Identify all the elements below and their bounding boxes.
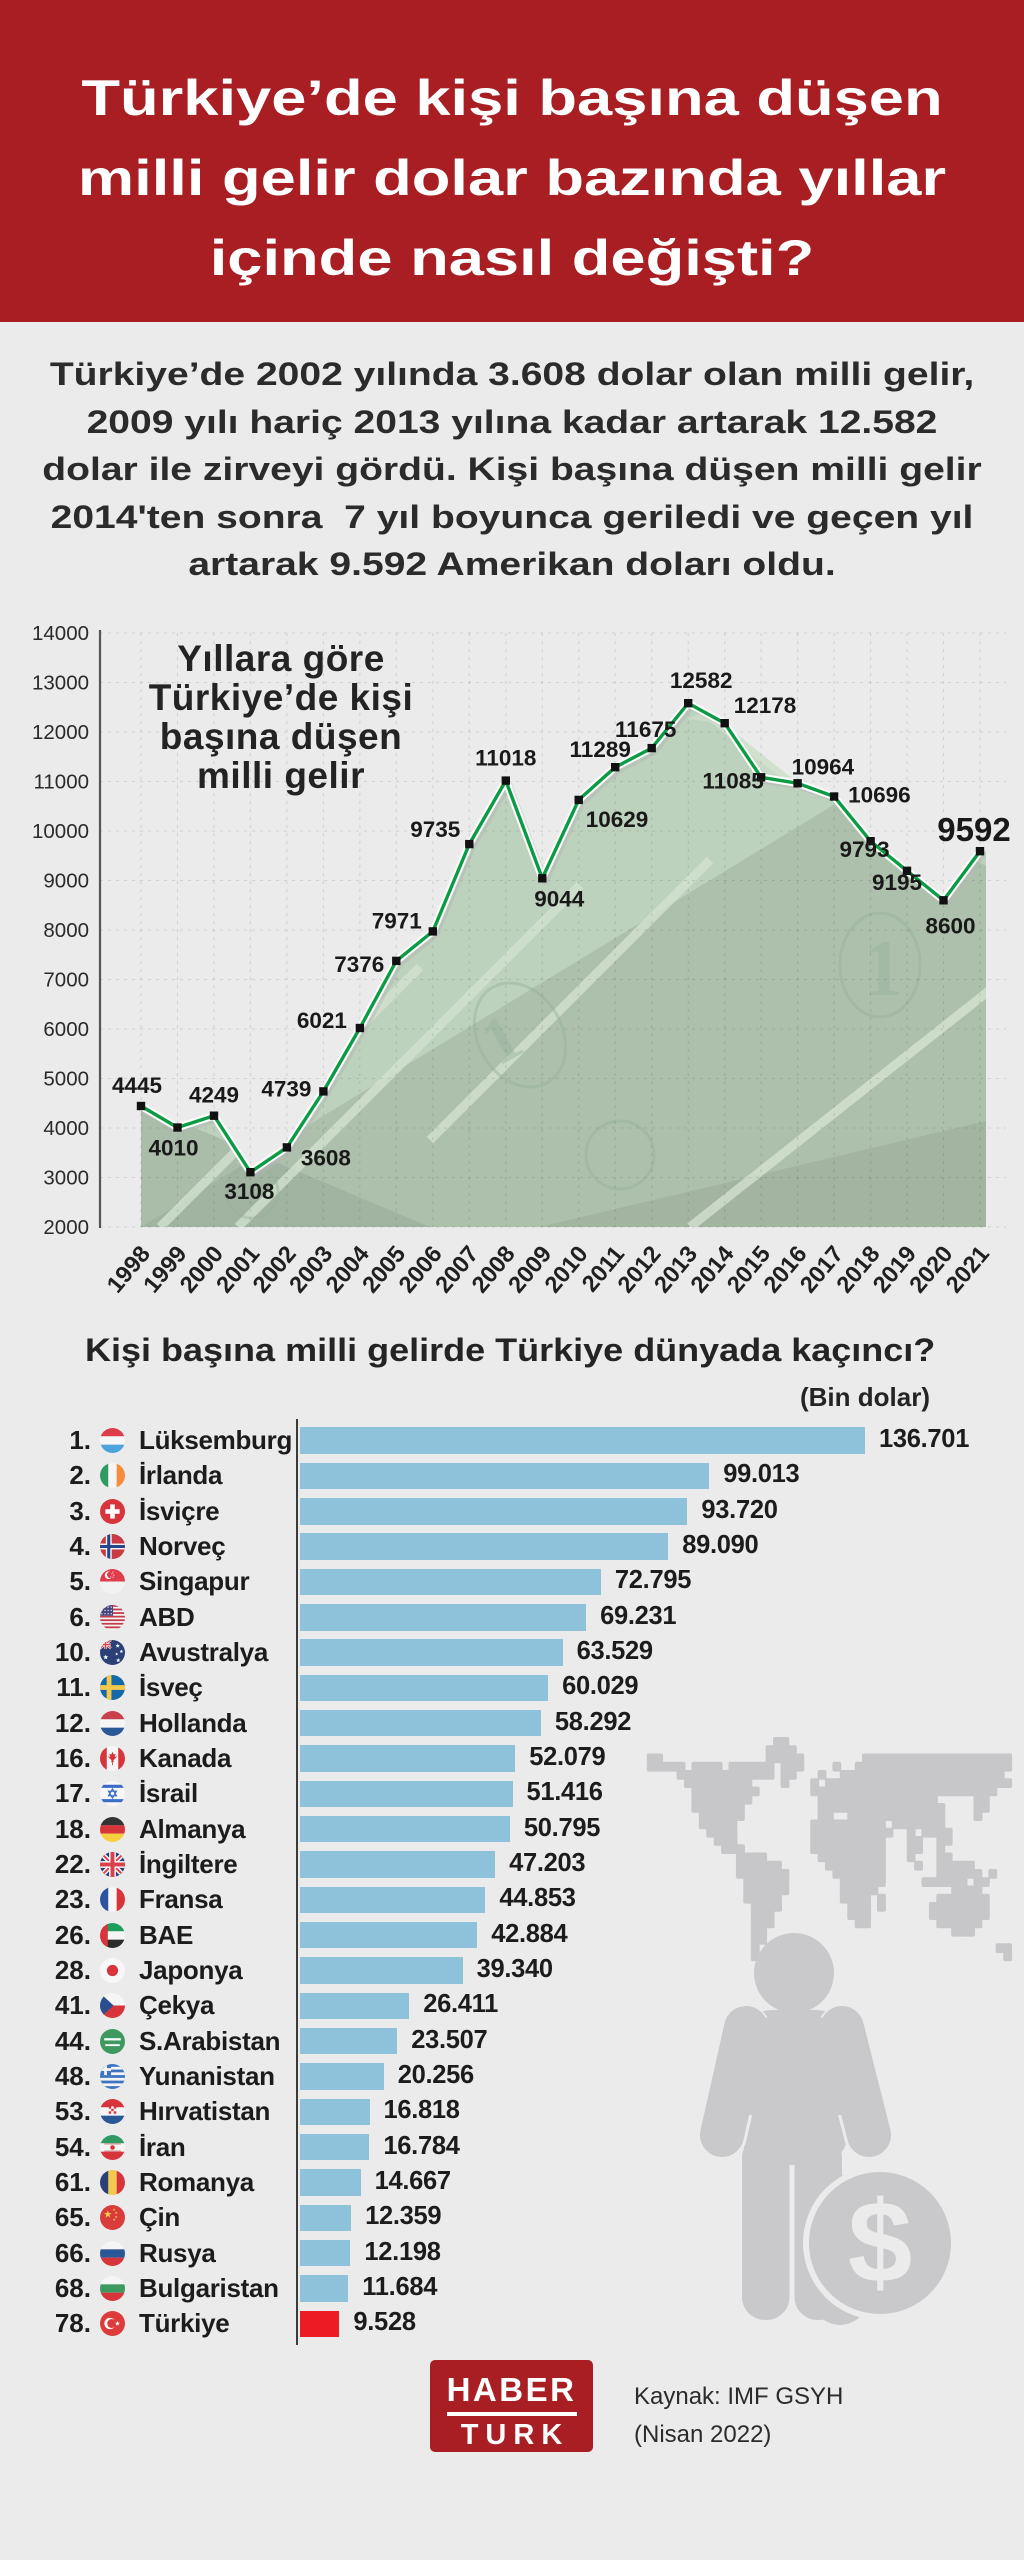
- svg-text:10964: 10964: [792, 754, 855, 779]
- svg-text:Yıllara göre: Yıllara göre: [177, 638, 385, 679]
- svg-text:başına düşen: başına düşen: [160, 716, 402, 757]
- svg-text:milli gelir: milli gelir: [197, 755, 365, 796]
- svg-text:11085: 11085: [702, 768, 763, 793]
- svg-text:11289: 11289: [570, 737, 631, 762]
- svg-text:7000: 7000: [43, 969, 89, 992]
- svg-text:14000: 14000: [32, 622, 89, 645]
- svg-text:9044: 9044: [534, 886, 585, 911]
- svg-text:9793: 9793: [840, 837, 890, 862]
- svg-text:8600: 8600: [925, 913, 975, 938]
- svg-text:10000: 10000: [32, 820, 89, 843]
- svg-text:4000: 4000: [43, 1117, 89, 1140]
- svg-text:3108: 3108: [224, 1179, 274, 1204]
- svg-text:11675: 11675: [615, 717, 676, 742]
- svg-text:4739: 4739: [261, 1076, 311, 1101]
- svg-text:11000: 11000: [34, 771, 89, 794]
- svg-text:12582: 12582: [670, 668, 733, 693]
- svg-text:13000: 13000: [32, 672, 89, 695]
- svg-text:10629: 10629: [586, 807, 649, 832]
- svg-text:4010: 4010: [148, 1136, 198, 1161]
- svg-text:3608: 3608: [301, 1145, 351, 1170]
- svg-text:5000: 5000: [43, 1068, 89, 1091]
- svg-text:1: 1: [863, 925, 903, 1013]
- svg-text:3000: 3000: [43, 1167, 89, 1190]
- svg-text:9592: 9592: [937, 811, 1010, 848]
- svg-text:Türkiye’de kişi: Türkiye’de kişi: [149, 677, 414, 718]
- svg-text:2021: 2021: [941, 1241, 995, 1298]
- svg-text:6000: 6000: [43, 1018, 89, 1041]
- svg-text:9735: 9735: [410, 817, 460, 842]
- svg-text:$: $: [848, 2177, 913, 2307]
- svg-text:4249: 4249: [189, 1083, 239, 1108]
- svg-text:10696: 10696: [848, 783, 911, 808]
- svg-text:11018: 11018: [475, 746, 536, 771]
- svg-text:7971: 7971: [372, 908, 422, 933]
- svg-text:4445: 4445: [112, 1073, 162, 1098]
- svg-text:7376: 7376: [334, 952, 384, 977]
- svg-text:9195: 9195: [872, 870, 922, 895]
- svg-text:2000: 2000: [43, 1216, 89, 1239]
- svg-text:12178: 12178: [734, 693, 797, 718]
- svg-text:6021: 6021: [297, 1008, 347, 1033]
- svg-text:9000: 9000: [43, 870, 89, 893]
- svg-text:12000: 12000: [32, 721, 89, 744]
- svg-text:8000: 8000: [43, 919, 89, 942]
